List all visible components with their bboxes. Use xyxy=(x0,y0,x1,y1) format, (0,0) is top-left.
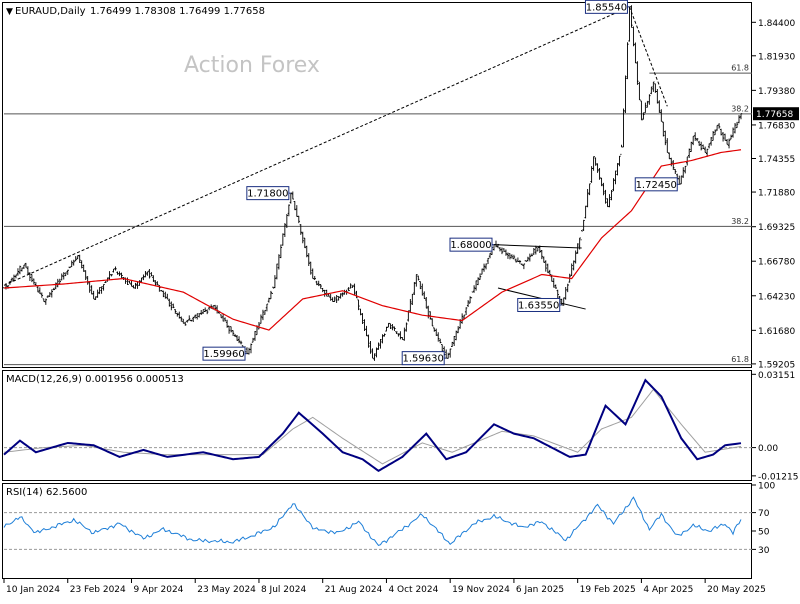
date-tick-label: 20 May 2025 xyxy=(707,585,766,595)
price-tick-label: 1.71880 xyxy=(758,189,795,199)
price-tick-label: 1.69325 xyxy=(758,223,795,233)
rsi-label: RSI(14) 62.5600 xyxy=(6,487,87,498)
macd-indicator: 0.03151 0.00 -0.01215 xyxy=(3,371,798,482)
price-tick-label: 1.76830 xyxy=(758,121,795,131)
price-tick-label: 1.79380 xyxy=(758,87,795,97)
fib-label: 38.2 xyxy=(731,104,749,113)
macd-line xyxy=(3,378,742,473)
macd-tick-label: 0.00 xyxy=(758,444,778,454)
price-tick-label: 1.64230 xyxy=(758,292,795,302)
current-price-box xyxy=(753,107,799,121)
current-price-text: 1.77658 xyxy=(756,110,793,120)
fib-label: 61.8 xyxy=(731,355,749,364)
header-ohlc: 1.76499 1.78308 1.76499 1.77658 xyxy=(90,6,265,17)
header-symbol-arrow: ▼ xyxy=(6,7,13,17)
price-label: 1.68000 xyxy=(449,237,495,252)
trendline xyxy=(628,6,668,107)
rsi-tick-label: 70 xyxy=(758,509,770,519)
trendline xyxy=(493,244,582,249)
price-label-box xyxy=(449,237,493,252)
ma-line xyxy=(3,149,742,331)
price-label: 1.72450 xyxy=(634,177,680,192)
date-tick-label: 19 Nov 2024 xyxy=(452,585,510,595)
price-labels: 1.85540 1.71800 1.68000 1.63550 1.72450 1.599… xyxy=(202,0,680,366)
price-label-box xyxy=(634,177,678,192)
date-axis: 10 Jan 2024 23 Feb 2024 9 Apr 2024 23 May 2… xyxy=(3,579,766,595)
price-label: 1.59960 xyxy=(202,346,248,361)
price-panel-frame xyxy=(2,2,752,368)
date-tick-label: 10 Jan 2024 xyxy=(6,585,60,595)
price-label-text: 1.59960 xyxy=(203,349,244,360)
macd-tick-label: -0.01215 xyxy=(758,472,798,482)
price-label-box xyxy=(401,351,445,366)
date-tick-label: 8 Jul 2024 xyxy=(261,585,306,595)
price-label: 1.85540 xyxy=(584,0,630,14)
price-axis: 1.84400 1.81930 1.79380 1.76830 1.74355 1.718… xyxy=(752,19,795,370)
watermark: Action Forex xyxy=(184,53,320,78)
rsi-tick-label: 50 xyxy=(758,528,770,538)
macd-signal-line xyxy=(3,388,742,465)
macd-panel-frame xyxy=(2,370,752,481)
date-tick-label: 4 Apr 2025 xyxy=(643,585,693,595)
fib-levels: 61.8 38.2 38.2 61.8 xyxy=(4,64,752,366)
date-tick-label: 19 Feb 2025 xyxy=(580,585,636,595)
price-label: 1.71800 xyxy=(246,186,291,201)
date-tick-label: 21 Aug 2024 xyxy=(325,585,383,595)
rsi-panel-frame xyxy=(2,483,752,579)
price-label-text: 1.68000 xyxy=(450,240,491,251)
price-tick-label: 1.84400 xyxy=(758,19,795,29)
macd-label: MACD(12,26,9) 0.001956 0.000513 xyxy=(6,374,184,385)
trendline xyxy=(3,6,630,286)
price-label-text: 1.71800 xyxy=(247,189,288,200)
price-tick-label: 1.61680 xyxy=(758,327,795,337)
moving-average xyxy=(3,149,742,331)
macd-tick-label: 0.03151 xyxy=(758,371,795,381)
date-tick-label: 23 May 2024 xyxy=(197,585,256,595)
date-tick-label: 23 Feb 2024 xyxy=(70,585,126,595)
rsi-tick-label: 30 xyxy=(758,546,770,556)
price-label: 1.59630 xyxy=(401,351,447,366)
price-label-box xyxy=(584,0,628,14)
price-label-box xyxy=(517,297,561,312)
price-tick-label: 1.59205 xyxy=(758,360,795,370)
price-tick-label: 1.81930 xyxy=(758,52,795,62)
rsi-tick-label: 100 xyxy=(758,482,775,492)
fib-label: 38.2 xyxy=(731,217,749,226)
price-tick-label: 1.66780 xyxy=(758,258,795,268)
date-tick-label: 9 Apr 2024 xyxy=(133,585,183,595)
date-tick-label: 6 Jan 2025 xyxy=(516,585,564,595)
price-label: 1.63550 xyxy=(517,297,562,312)
header-symbol: EURAUD,Daily xyxy=(15,6,86,17)
price-label-box xyxy=(246,186,290,201)
price-label-text: 1.85540 xyxy=(586,2,627,13)
price-label-text: 1.63550 xyxy=(518,300,559,311)
price-label-box xyxy=(202,346,246,361)
price-label-text: 1.72450 xyxy=(636,180,677,191)
fib-label: 61.8 xyxy=(731,64,749,73)
price-label-text: 1.59630 xyxy=(403,354,444,365)
rsi-indicator: 100 70 50 30 xyxy=(3,482,775,556)
rsi-line xyxy=(3,496,742,546)
price-tick-label: 1.74355 xyxy=(758,155,795,165)
date-tick-label: 4 Oct 2024 xyxy=(388,585,438,595)
current-price-marker: 1.77658 xyxy=(753,107,799,121)
